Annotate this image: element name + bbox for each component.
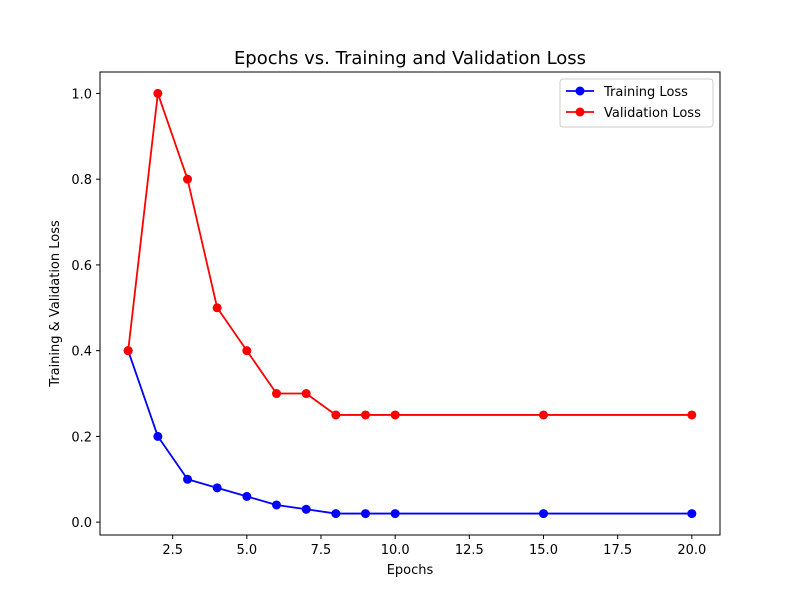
y-tick-label: 0.2 bbox=[71, 430, 92, 445]
validation-loss-point bbox=[302, 389, 311, 398]
training-loss-point bbox=[361, 509, 370, 518]
training-loss-point bbox=[391, 509, 400, 518]
x-tick-label: 2.5 bbox=[162, 543, 183, 558]
y-tick-label: 0.4 bbox=[71, 345, 92, 360]
training-loss-point bbox=[213, 483, 222, 492]
training-loss-point bbox=[302, 505, 311, 514]
validation-loss-point bbox=[687, 410, 696, 419]
training-loss-point bbox=[539, 509, 548, 518]
legend: Training Loss Validation Loss bbox=[560, 79, 713, 127]
y-tick-label: 0.0 bbox=[71, 516, 92, 531]
validation-loss-point bbox=[124, 346, 133, 355]
x-axis-title: Epochs bbox=[387, 563, 434, 578]
validation-loss-point bbox=[539, 410, 548, 419]
y-tick-label: 0.6 bbox=[71, 259, 92, 274]
validation-loss-point bbox=[391, 410, 400, 419]
validation-loss-point bbox=[361, 410, 370, 419]
x-tick-label: 7.5 bbox=[311, 543, 332, 558]
x-tick-label: 5.0 bbox=[236, 543, 257, 558]
legend-marker-validation-loss bbox=[576, 108, 585, 117]
validation-loss-point bbox=[183, 175, 192, 184]
training-loss-point bbox=[183, 475, 192, 484]
training-loss-point bbox=[331, 509, 340, 518]
validation-loss-point bbox=[153, 89, 162, 98]
legend-label-validation-loss: Validation Loss bbox=[604, 106, 701, 121]
training-loss-point bbox=[242, 492, 251, 501]
validation-loss-point bbox=[331, 410, 340, 419]
legend-marker-training-loss bbox=[576, 87, 585, 96]
x-tick-label: 17.5 bbox=[603, 543, 632, 558]
validation-loss-point bbox=[242, 346, 251, 355]
training-loss-point bbox=[687, 509, 696, 518]
x-tick-label: 12.5 bbox=[455, 543, 484, 558]
x-tick-label: 10.0 bbox=[381, 543, 410, 558]
chart-title: Epochs vs. Training and Validation Loss bbox=[234, 48, 586, 69]
legend-label-training-loss: Training Loss bbox=[603, 85, 688, 100]
training-loss-point bbox=[272, 500, 281, 509]
y-tick-label: 1.0 bbox=[71, 87, 92, 102]
x-tick-label: 15.0 bbox=[529, 543, 558, 558]
validation-loss-point bbox=[272, 389, 281, 398]
y-tick-label: 0.8 bbox=[71, 173, 92, 188]
validation-loss-point bbox=[213, 303, 222, 312]
x-tick-label: 20.0 bbox=[677, 543, 706, 558]
y-axis-title: Training & Validation Loss bbox=[48, 220, 63, 388]
training-loss-point bbox=[153, 432, 162, 441]
